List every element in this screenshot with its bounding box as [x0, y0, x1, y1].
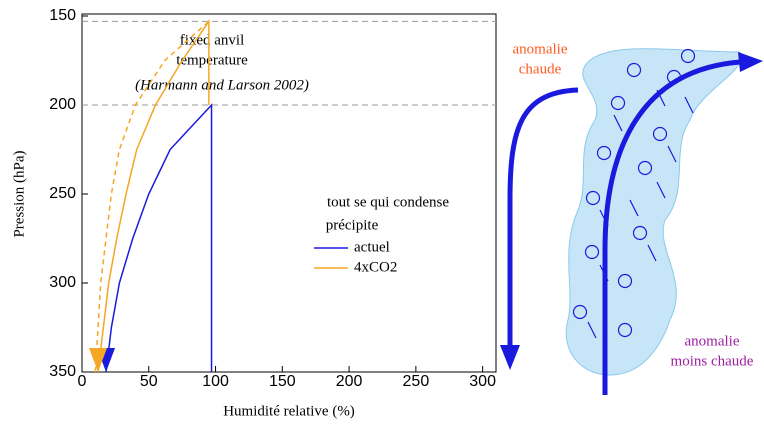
x-axis-label: Humidité relative (%)	[223, 403, 355, 419]
annotation: fixed anvil	[180, 32, 245, 48]
x-tick-label: 50	[140, 373, 158, 390]
cloud	[565, 48, 742, 376]
chart: 0 50 100 150 200 250 300 150 200 250 300 350 Humidit…	[11, 7, 497, 419]
arrow-head	[89, 348, 108, 372]
cool-label: moins chaude	[671, 353, 754, 369]
annotation: précipite	[326, 217, 379, 233]
annotation: (Harmann and Larson 2002)	[135, 77, 309, 93]
annotation: temperature	[176, 52, 248, 68]
y-tick-label: 200	[49, 96, 76, 113]
series-line	[94, 20, 210, 373]
y-tick-label: 350	[49, 363, 76, 380]
diagram: anomalie chaude anomalie moins chaude	[500, 41, 763, 395]
y-axis-label: Pression (hPa)	[11, 150, 27, 237]
x-tick-label: 300	[469, 373, 496, 390]
series-line	[97, 18, 210, 373]
x-tick-label: 150	[269, 373, 296, 390]
series-line	[105, 103, 213, 373]
x-tick-label: 200	[336, 373, 363, 390]
warm-label: anomalie	[513, 41, 568, 57]
y-tick-label: 250	[49, 185, 76, 202]
y-tick-label: 300	[49, 274, 76, 291]
cool-label: anomalie	[685, 333, 740, 349]
x-tick-label: 250	[403, 373, 430, 390]
legend-label: 4xCO2	[354, 259, 397, 275]
warm-label: chaude	[519, 61, 562, 77]
downdraft-arrow	[507, 87, 579, 345]
plot-frame	[81, 13, 497, 373]
updraft-arrow	[602, 59, 741, 395]
annotation: tout se qui condense	[327, 194, 449, 210]
x-tick-label: 100	[202, 373, 229, 390]
y-tick-label: 150	[49, 7, 76, 24]
x-tick-label: 0	[78, 373, 87, 390]
legend-label: actuel	[354, 239, 390, 255]
downdraft-head	[500, 345, 520, 370]
updraft-head	[738, 52, 763, 72]
